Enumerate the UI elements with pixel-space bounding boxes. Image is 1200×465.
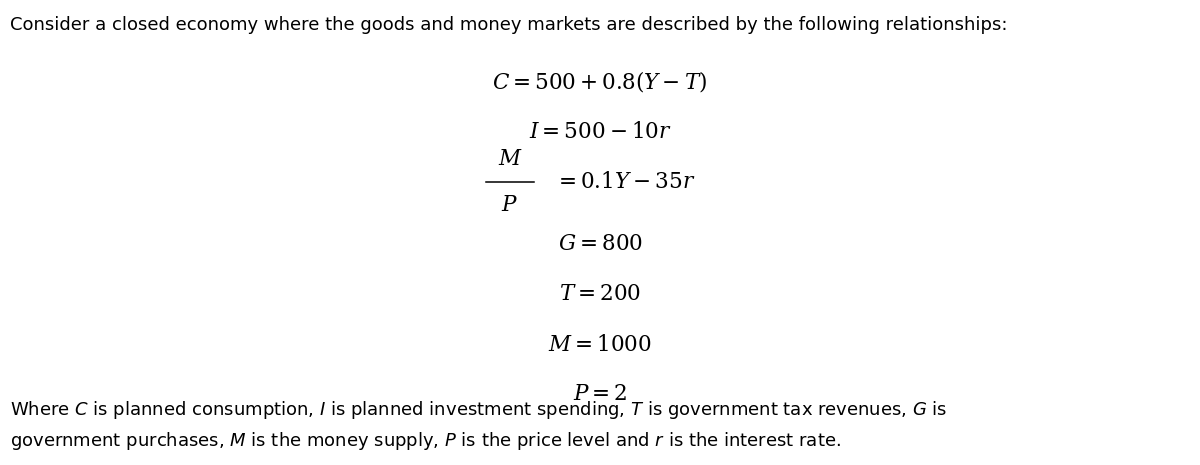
Text: government purchases, $M$ is the money supply, $P$ is the price level and $r$ is: government purchases, $M$ is the money s… bbox=[10, 430, 840, 452]
Text: $T = 200$: $T = 200$ bbox=[559, 284, 641, 304]
Text: $P$: $P$ bbox=[502, 195, 518, 215]
Text: $= 0.1Y - 35r$: $= 0.1Y - 35r$ bbox=[554, 171, 696, 193]
Text: $M$: $M$ bbox=[498, 149, 522, 169]
Text: $I = 500 - 10r$: $I = 500 - 10r$ bbox=[528, 121, 672, 142]
Text: $M = 1000$: $M = 1000$ bbox=[548, 333, 652, 355]
Text: Consider a closed economy where the goods and money markets are described by the: Consider a closed economy where the good… bbox=[10, 16, 1007, 34]
Text: Where $C$ is planned consumption, $I$ is planned investment spending, $T$ is gov: Where $C$ is planned consumption, $I$ is… bbox=[10, 399, 947, 421]
Text: $P = 2$: $P = 2$ bbox=[572, 384, 628, 405]
Text: $C = 500 + 0.8(Y - T)$: $C = 500 + 0.8(Y - T)$ bbox=[492, 69, 708, 94]
Text: $G = 800$: $G = 800$ bbox=[558, 233, 642, 254]
